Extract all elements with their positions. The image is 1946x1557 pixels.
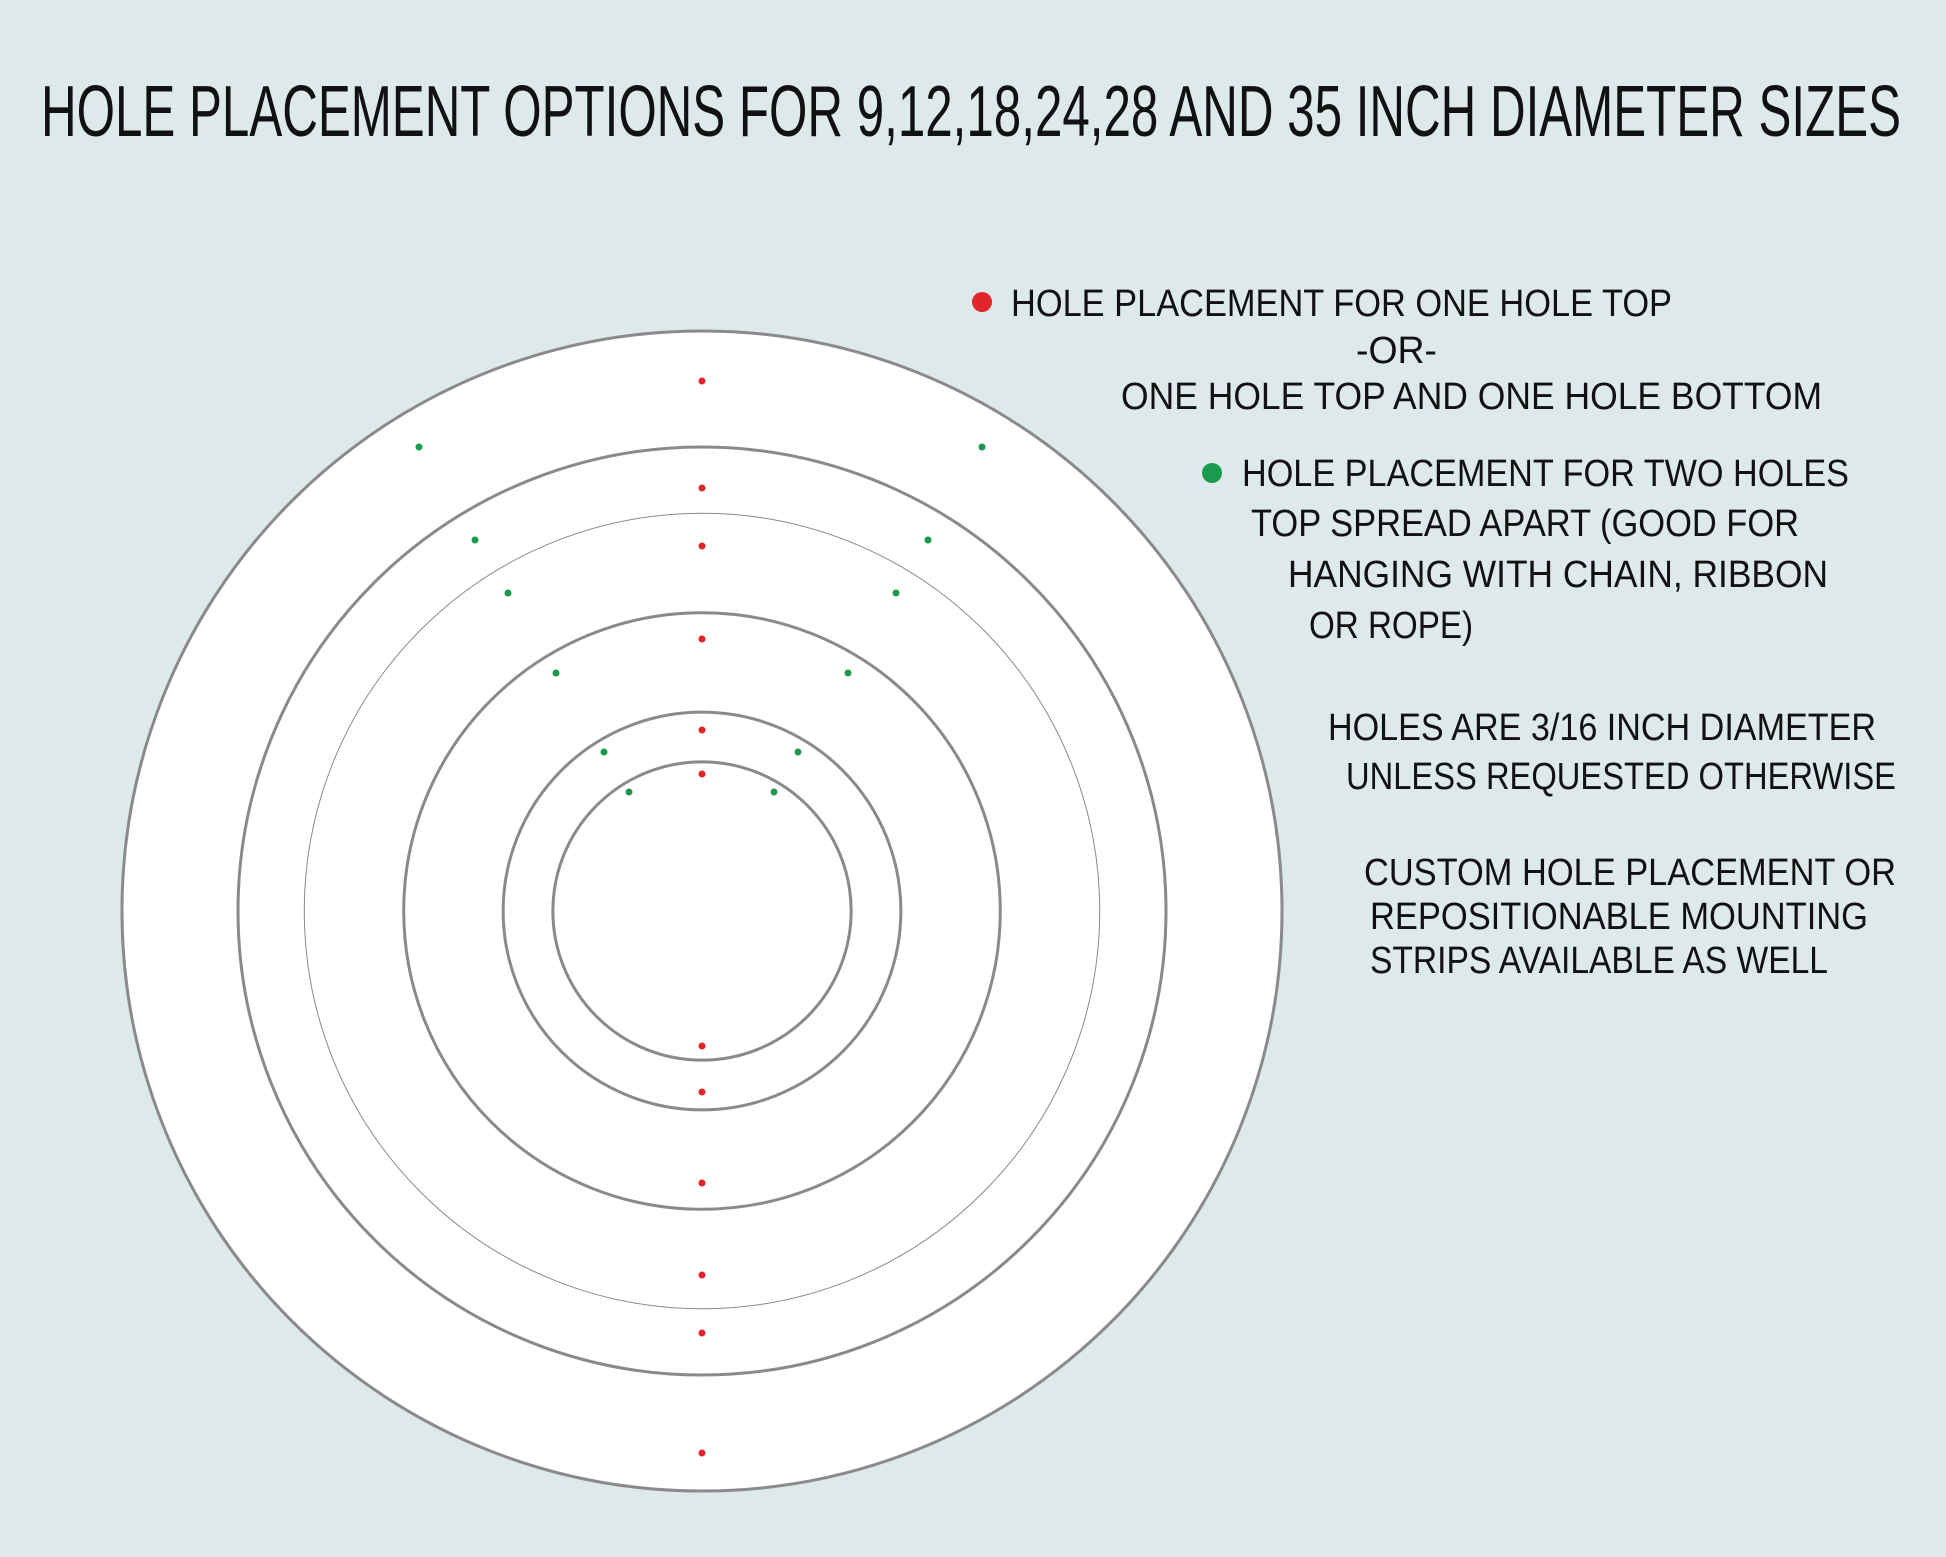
one-hole-marker: [698, 1449, 706, 1457]
legend-two-holes-line-3: HANGING WITH CHAIN, RIBBON: [1288, 554, 1828, 596]
two-hole-marker: [625, 788, 633, 796]
one-hole-marker: [698, 542, 706, 550]
circle-9-inch: [551, 760, 853, 1062]
custom-note-line-1: CUSTOM HOLE PLACEMENT OR: [1364, 852, 1896, 894]
two-hole-marker: [924, 536, 932, 544]
one-hole-marker: [698, 1042, 706, 1050]
one-hole-marker: [698, 726, 706, 734]
one-hole-marker: [698, 377, 706, 385]
hole-markers: [415, 377, 986, 1457]
one-hole-marker: [698, 1179, 706, 1187]
circle-sizes: [120, 329, 1284, 1493]
hole-size-note-line-1: HOLES ARE 3/16 INCH DIAMETER: [1328, 707, 1876, 749]
one-hole-marker: [698, 770, 706, 778]
one-hole-marker: [698, 1088, 706, 1096]
red-dot-legend-icon: [972, 292, 992, 312]
legend-two-holes-line-1: HOLE PLACEMENT FOR TWO HOLES: [1242, 453, 1849, 495]
hole-size-note-line-2: UNLESS REQUESTED OTHERWISE: [1346, 756, 1896, 798]
custom-note-line-2: REPOSITIONABLE MOUNTING: [1370, 896, 1868, 938]
two-hole-marker: [794, 748, 802, 756]
one-hole-marker: [698, 1329, 706, 1337]
two-hole-marker: [600, 748, 608, 756]
page-title: HOLE PLACEMENT OPTIONS FOR 9,12,18,24,28…: [41, 72, 1901, 152]
two-hole-marker: [892, 589, 900, 597]
green-dot-legend-icon: [1202, 463, 1222, 483]
two-hole-marker: [471, 536, 479, 544]
legend-one-hole-line-2: -OR-: [1356, 330, 1437, 372]
two-hole-marker: [504, 589, 512, 597]
legend-two-holes-line-4: OR ROPE): [1309, 605, 1473, 647]
two-hole-marker: [552, 669, 560, 677]
one-hole-marker: [698, 1271, 706, 1279]
two-hole-marker: [978, 443, 986, 451]
two-hole-marker: [770, 788, 778, 796]
one-hole-marker: [698, 484, 706, 492]
two-hole-marker: [415, 443, 423, 451]
custom-note-line-3: STRIPS AVAILABLE AS WELL: [1370, 940, 1828, 982]
legend-one-hole-line-3: ONE HOLE TOP AND ONE HOLE BOTTOM: [1121, 376, 1822, 418]
legend-two-holes-line-2: TOP SPREAD APART (GOOD FOR: [1251, 503, 1799, 545]
one-hole-marker: [698, 635, 706, 643]
legend-one-hole-line-1: HOLE PLACEMENT FOR ONE HOLE TOP: [1011, 283, 1672, 325]
two-hole-marker: [844, 669, 852, 677]
